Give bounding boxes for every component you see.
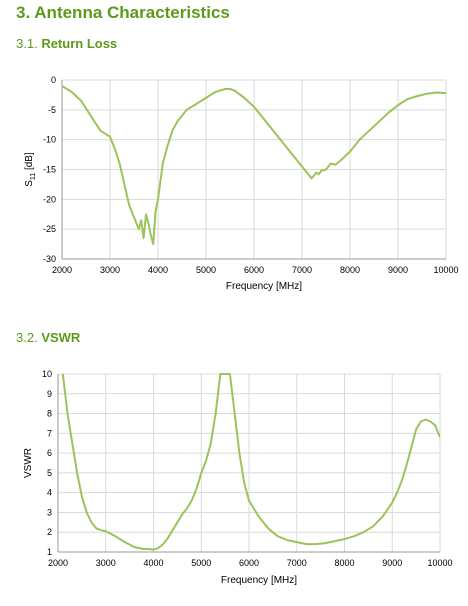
x-tick-label: 9000 (388, 265, 408, 275)
section-heading: 3. Antenna Characteristics (16, 3, 230, 23)
x-tick-label: 6000 (239, 558, 259, 568)
y-tick-label: -10 (43, 135, 56, 145)
x-tick-label: 3000 (96, 558, 116, 568)
subsection-heading-vswr: 3.2. VSWR (16, 330, 80, 345)
x-tick-label: 2000 (48, 558, 68, 568)
x-tick-label: 10000 (427, 558, 452, 568)
y-tick-label: 9 (47, 389, 52, 399)
vswr-plot: 2000 3000 4000 5000 6000 7000 8000 9000 10000 10 9… (23, 369, 453, 586)
x-tick-label: 9000 (382, 558, 402, 568)
y-tick-label: 10 (42, 369, 52, 379)
subsection-heading-return-loss: 3.1. Return Loss (16, 36, 117, 51)
y-tick-label: -5 (48, 105, 56, 115)
subsection-number: 3.1. (16, 36, 38, 51)
section-title: Antenna Characteristics (34, 3, 230, 22)
y-axis-label: VSWR (23, 448, 34, 478)
y-axis-label: S11 [dB] (24, 152, 37, 187)
y-tick-label: 7 (47, 428, 52, 438)
x-axis-label: Frequency [MHz] (221, 575, 297, 586)
section-number: 3. (16, 3, 31, 22)
y-tick-label: -25 (43, 224, 56, 234)
y-tick-label: 2 (47, 527, 52, 537)
x-tick-label: 2000 (52, 265, 72, 275)
y-tick-label: -30 (43, 254, 56, 264)
y-tick-label: 0 (51, 75, 56, 85)
x-tick-label: 7000 (292, 265, 312, 275)
subsection-title: Return Loss (41, 36, 118, 51)
vswr-series-line (61, 373, 440, 551)
y-tick-label: 8 (47, 409, 52, 419)
y-tick-label: 5 (47, 468, 52, 478)
y-tick-label: -15 (43, 165, 56, 175)
x-tick-label: 6000 (244, 265, 264, 275)
x-tick-label: 8000 (340, 265, 360, 275)
x-axis-label: Frequency [MHz] (226, 281, 302, 292)
y-tick-label: -20 (43, 194, 56, 204)
x-tick-label: 5000 (191, 558, 211, 568)
subsection-number: 3.2. (16, 330, 38, 345)
x-tick-label: 3000 (100, 265, 120, 275)
return-loss-series-line (62, 85, 446, 246)
subsection-title: VSWR (41, 330, 81, 345)
x-tick-label: 5000 (196, 265, 216, 275)
x-tick-label: 4000 (143, 558, 163, 568)
y-tick-label: 4 (47, 488, 52, 498)
y-tick-label: 6 (47, 448, 52, 458)
y-tick-label: 3 (47, 507, 52, 517)
return-loss-plot: 2000 3000 4000 5000 6000 7000 8000 9000 10000 0 -5… (24, 75, 459, 292)
x-tick-label: 7000 (287, 558, 307, 568)
x-tick-label: 4000 (148, 265, 168, 275)
x-tick-label: 8000 (334, 558, 354, 568)
y-tick-label: 1 (47, 547, 52, 557)
x-tick-label: 10000 (433, 265, 458, 275)
